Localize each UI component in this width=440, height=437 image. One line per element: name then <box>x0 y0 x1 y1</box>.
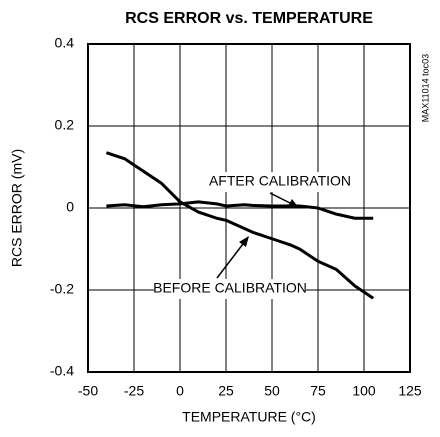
arrowhead <box>288 199 299 208</box>
plot-area: -0.4 -0.2 0 0.2 0.4 -50 -25 0 25 50 75 100 125 <box>50 35 422 399</box>
arrowhead <box>239 236 249 247</box>
x-tick-label: 125 <box>398 383 422 399</box>
annotation: BEFORE CALIBRATION <box>153 280 307 296</box>
plot-frame <box>87 43 411 373</box>
x-tick-label: 25 <box>218 383 234 399</box>
x-tick-label: -25 <box>124 383 144 399</box>
annotation-bg <box>154 279 306 299</box>
y-tick-label: -0.4 <box>50 363 74 379</box>
y-tick-label: 0 <box>66 199 74 215</box>
data-line <box>105 151 375 300</box>
data-line <box>106 200 374 220</box>
annotation: AFTER CALIBRATION <box>209 173 351 189</box>
y-tick-label: 0.4 <box>55 35 75 51</box>
x-tick-label: 75 <box>310 383 326 399</box>
y-axis-label: RCS ERROR (mV) <box>9 149 25 267</box>
x-tick-label: 50 <box>264 383 280 399</box>
y-tick-label: 0.2 <box>55 117 75 133</box>
x-axis-label: TEMPERATURE (°C) <box>182 409 316 425</box>
y-tick-label: -0.2 <box>50 281 74 297</box>
x-tick-label: 100 <box>352 383 376 399</box>
x-tick-label: -50 <box>78 383 98 399</box>
annotation-bg <box>208 172 352 192</box>
x-tick-label: 0 <box>176 383 184 399</box>
side-label: MAX11014 toc03 <box>420 54 430 122</box>
chart-title: RCS ERROR vs. TEMPERATURE <box>125 10 373 27</box>
arrow <box>216 239 247 279</box>
